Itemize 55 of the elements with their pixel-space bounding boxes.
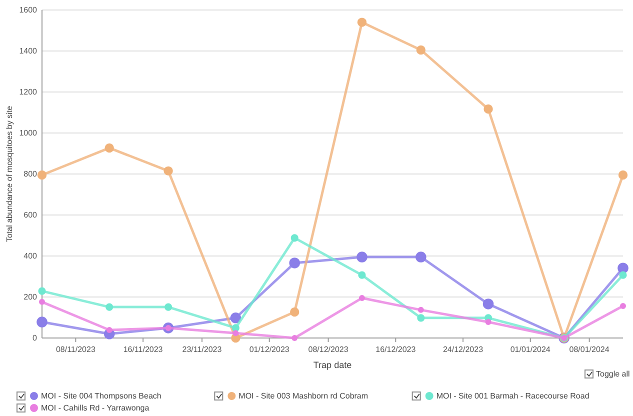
y-tick-label: 200 (24, 292, 38, 302)
x-tick-label: 23/11/2023 (182, 345, 222, 354)
y-tick-label: 1200 (19, 88, 38, 97)
y-tick-label: 1400 (19, 46, 38, 56)
point (358, 295, 365, 302)
y-tick-label: 1600 (19, 6, 38, 15)
x-tick-label: 16/12/2023 (376, 345, 416, 354)
y-tick-label: 600 (24, 210, 38, 220)
point (620, 303, 626, 310)
point (482, 298, 494, 310)
point (36, 316, 48, 328)
point (417, 314, 425, 322)
y-tick-label: 800 (24, 170, 38, 179)
point (619, 271, 627, 279)
point (418, 306, 424, 313)
point (416, 252, 426, 262)
point (289, 258, 300, 268)
point (292, 335, 298, 341)
point (618, 170, 628, 180)
point (164, 303, 172, 311)
legend-label: MOI - Cahills Rd - Yarrawonga (41, 404, 150, 413)
point (485, 319, 492, 326)
x-tick-label: 08/11/2023 (56, 345, 96, 354)
y-tick-label: 1000 (19, 128, 38, 138)
point (106, 303, 114, 311)
x-axis-title: Trap date (313, 360, 352, 370)
point (358, 271, 366, 279)
x-tick-label: 01/01/2024 (510, 345, 551, 354)
point (38, 287, 46, 295)
point (104, 143, 114, 153)
point (37, 170, 47, 180)
legend-label: MOI - Site 003 Mashborn rd Cobram (238, 392, 368, 401)
point (232, 330, 239, 336)
legend-label: MOI - Site 004 Thompsons Beach (41, 392, 162, 401)
legend-label: MOI - Site 001 Barmah - Racecourse Road (436, 392, 590, 401)
point (164, 166, 173, 176)
x-tick-label: 08/01/2024 (569, 345, 610, 354)
text: Toggle all (596, 370, 630, 379)
y-tick-label: 400 (24, 252, 38, 261)
x-tick-label: 08/12/2023 (308, 345, 349, 354)
point (290, 234, 298, 242)
y-axis-title: Total abundance of mosquitoes by site (5, 105, 14, 242)
point (39, 298, 45, 305)
x-tick-label: 01/12/2023 (249, 345, 290, 354)
point (230, 312, 242, 324)
point (356, 252, 368, 262)
point (290, 307, 300, 317)
x-tick-label: 24/12/2023 (442, 345, 484, 354)
point (357, 18, 367, 27)
x-tick-label: 16/11/2023 (123, 345, 164, 354)
y-tick-label: 0 (32, 334, 38, 343)
point (618, 262, 628, 274)
point (484, 104, 493, 114)
point (106, 327, 112, 334)
point (416, 45, 426, 55)
